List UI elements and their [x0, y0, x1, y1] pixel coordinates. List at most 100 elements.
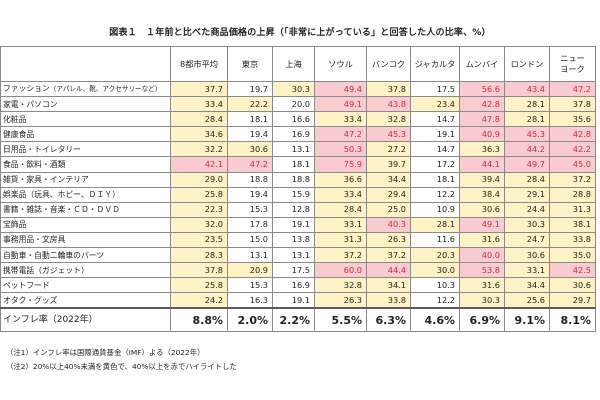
- row-label-text: 健康食品: [3, 129, 35, 139]
- value-cell: 25.0: [366, 201, 411, 218]
- row-label-text: 雑貨・家具・インテリア: [3, 175, 89, 185]
- value-cell: 16.6: [272, 111, 315, 128]
- table-row: 娯楽品（玩具、ホビー、ＤＩＹ） 25.8 19.4 15.9 33.4 29.4 12.2 3…: [0, 186, 596, 203]
- row-label: 雑貨・家具・インテリア: [0, 171, 171, 188]
- value-cell: 37.7: [170, 80, 228, 98]
- col-header: ソウル: [314, 46, 367, 82]
- value-cell: 36.3: [459, 141, 505, 158]
- value-cell: 15.9: [272, 186, 315, 203]
- value-cell: 19.7: [227, 80, 273, 98]
- value-cell: 60.0: [314, 262, 367, 279]
- table-row: 事務用品・文房具 23.5 15.0 13.8 31.3 26.3 11.6 31.6 24.7…: [0, 231, 596, 249]
- value-cell: 12.2: [410, 186, 460, 203]
- row-label-text: 事務用品・文房具: [3, 235, 66, 245]
- row-label-text: 書籍・雑誌・音楽・ＣＤ・ＤＶＤ: [3, 205, 120, 215]
- value-cell: 19.1: [272, 292, 315, 309]
- value-cell: 18.8: [272, 171, 315, 188]
- row-label: オタク・グッズ: [0, 292, 171, 309]
- value-cell: 37.2: [366, 247, 411, 264]
- value-cell: 25.8: [170, 186, 228, 203]
- value-cell: 34.6: [170, 126, 228, 143]
- value-cell: 13.1: [272, 247, 315, 264]
- value-cell: 18.1: [410, 171, 460, 188]
- value-cell: 37.8: [366, 80, 411, 98]
- value-cell: 24.2: [170, 292, 228, 309]
- value-cell: 29.4: [366, 186, 411, 203]
- value-cell: 14.7: [410, 141, 460, 158]
- value-cell: 30.6: [459, 201, 505, 218]
- value-cell: 42.8: [549, 126, 596, 143]
- value-cell: 17.5: [410, 80, 460, 98]
- value-cell: 33.1: [314, 216, 367, 233]
- value-cell: 40.3: [366, 216, 411, 233]
- row-label: 家電・パソコン: [0, 96, 171, 113]
- value-cell: 10.3: [410, 277, 460, 294]
- table-row: 化粧品 28.4 18.1 16.6 33.4 32.8 14.7 47.8 28.1 35.6: [0, 111, 596, 128]
- value-cell: 42.8: [459, 96, 505, 113]
- row-label-text: オタク・グッズ: [3, 295, 58, 305]
- value-cell: 42.2: [549, 141, 596, 158]
- row-label-text: 宝飾品: [3, 220, 27, 230]
- value-cell: 30.6: [227, 141, 273, 158]
- row-label: 事務用品・文房具: [0, 231, 171, 249]
- row-label: 娯楽品（玩具、ホビー、ＤＩＹ）: [0, 186, 171, 203]
- value-cell: 49.7: [504, 156, 550, 173]
- value-cell: 25.8: [170, 277, 228, 294]
- header-row: 8都市平均 東京 上海 ソウル バンコク ジャカルタ ムンバイ ロンドン ニュー…: [0, 46, 596, 82]
- value-cell: 16.3: [227, 292, 273, 309]
- value-cell: 49.1: [314, 96, 367, 113]
- value-cell: 28.4: [504, 171, 550, 188]
- value-cell: 39.7: [366, 156, 411, 173]
- value-cell: 40.9: [459, 126, 505, 143]
- value-cell: 28.4: [314, 201, 367, 218]
- inflation-value: 8.1%: [549, 307, 596, 333]
- row-label: ファッション（アパレル、靴、アクセサリーなど）: [0, 80, 171, 98]
- value-cell: 33.4: [314, 111, 367, 128]
- value-cell: 31.6: [459, 277, 505, 294]
- value-cell: 37.2: [549, 171, 596, 188]
- value-cell: 28.1: [504, 111, 550, 128]
- value-cell: 43.4: [504, 80, 550, 98]
- row-label-text: ペットフード: [3, 280, 50, 290]
- row-label-text: 自動車・自動二輪車のパーツ: [3, 250, 105, 260]
- footnote-2: （注2）20%以上40%未満を黄色で、40%以上を赤でハイライトした: [6, 362, 237, 371]
- col-header: 東京: [227, 46, 273, 82]
- table-row: 書籍・雑誌・音楽・ＣＤ・ＤＶＤ 22.3 15.3 12.8 28.4 25.0 10.9 3…: [0, 201, 596, 218]
- value-cell: 30.0: [410, 262, 460, 279]
- row-label: 書籍・雑誌・音楽・ＣＤ・ＤＶＤ: [0, 201, 171, 218]
- row-label-text: ファッション: [3, 84, 50, 94]
- value-cell: 15.3: [227, 201, 273, 218]
- value-cell: 45.3: [504, 126, 550, 143]
- value-cell: 17.5: [272, 262, 315, 279]
- value-cell: 28.4: [170, 111, 228, 128]
- value-cell: 12.8: [272, 201, 315, 218]
- value-cell: 15.3: [227, 277, 273, 294]
- value-cell: 42.1: [170, 156, 228, 173]
- value-cell: 35.0: [549, 247, 596, 264]
- value-cell: 29.1: [504, 186, 550, 203]
- value-cell: 23.4: [410, 96, 460, 113]
- inflation-value: 5.5%: [314, 307, 367, 333]
- row-label-text: 家電・パソコン: [3, 99, 58, 109]
- value-cell: 47.2: [314, 126, 367, 143]
- table-title: 図表１ １年前と比べた商品価格の上昇（「非常に上がっている」と回答した人の比率、…: [109, 28, 491, 38]
- value-cell: 28.8: [549, 186, 596, 203]
- value-cell: 35.6: [549, 111, 596, 128]
- value-cell: 19.4: [227, 126, 273, 143]
- value-cell: 34.4: [504, 277, 550, 294]
- row-label: 食品・飲料・酒類: [0, 156, 171, 173]
- value-cell: 13.8: [272, 231, 315, 249]
- inflation-value: 9.1%: [504, 307, 550, 333]
- corner-cell: [0, 46, 171, 82]
- col-header: 上海: [272, 46, 315, 82]
- value-cell: 36.6: [314, 171, 367, 188]
- row-label: 宝飾品: [0, 216, 171, 233]
- footnote-1: （注1）インフレ率は国際通貨基金（IMF）よる（2022年）: [6, 348, 205, 357]
- value-cell: 18.1: [227, 111, 273, 128]
- value-cell: 49.1: [459, 216, 505, 233]
- value-cell: 26.3: [366, 231, 411, 249]
- row-label: ペットフード: [0, 277, 171, 294]
- row-label: 日用品・トイレタリー: [0, 141, 171, 158]
- value-cell: 30.6: [504, 247, 550, 264]
- value-cell: 20.3: [410, 247, 460, 264]
